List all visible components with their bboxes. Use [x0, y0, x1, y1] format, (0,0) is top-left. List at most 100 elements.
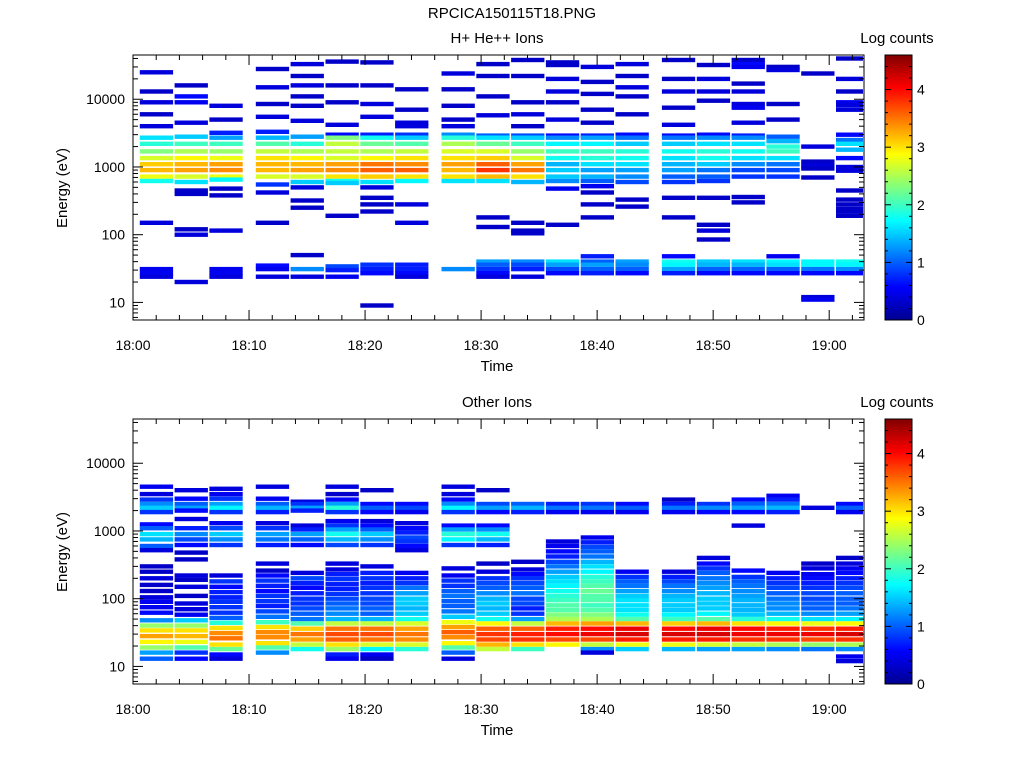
heatmap-cell — [395, 271, 429, 276]
heatmap-cell — [836, 132, 863, 137]
heatmap-cell — [174, 508, 208, 513]
heatmap-cell — [476, 580, 510, 586]
heatmap-cell — [290, 94, 324, 99]
heatmap-cell — [395, 621, 429, 626]
heatmap-cell — [441, 598, 475, 604]
heatmap-cell — [255, 526, 290, 531]
heatmap-cell — [801, 580, 835, 586]
heatmap-cell — [255, 141, 290, 146]
heatmap-cell — [441, 509, 475, 515]
heatmap-cell — [661, 57, 696, 63]
heatmap-cell — [360, 179, 394, 185]
heatmap-cell — [441, 573, 475, 578]
heatmap-cell — [545, 505, 580, 510]
heatmap-cell — [325, 518, 359, 524]
heatmap-cell — [511, 631, 545, 637]
heatmap-cell — [615, 607, 649, 613]
heatmap-cell — [511, 576, 545, 581]
heatmap-cell — [325, 505, 359, 510]
heatmap-cell — [174, 100, 208, 105]
heatmap-cell — [441, 537, 475, 542]
heatmap-cell — [441, 162, 475, 167]
heatmap-cell — [441, 505, 475, 510]
heatmap-cell — [731, 262, 765, 267]
heatmap-cell — [836, 271, 863, 276]
heatmap-cell — [696, 167, 731, 173]
heatmap-cell — [139, 623, 174, 628]
heatmap-cell — [174, 656, 208, 661]
heatmap-cell — [174, 618, 208, 623]
heatmap-cell — [441, 527, 475, 532]
heatmap-cell — [290, 501, 324, 507]
heatmap-cell — [441, 624, 475, 630]
heatmap-cell — [615, 505, 649, 510]
heatmap-cell — [766, 501, 800, 507]
heatmap-cell — [174, 501, 208, 507]
heatmap-cell — [209, 531, 243, 537]
heatmap-cell — [360, 518, 394, 524]
heatmap-cell — [174, 516, 208, 522]
heatmap-cell — [139, 543, 174, 549]
heatmap-cell — [325, 149, 359, 154]
heatmap-cell — [255, 578, 290, 583]
heatmap-cell — [580, 559, 614, 564]
heatmap-cell — [836, 147, 863, 152]
heatmap-cell — [511, 73, 545, 79]
heatmap-cell — [325, 621, 359, 626]
heatmap-cell — [395, 262, 429, 267]
heatmap-cell — [360, 642, 394, 647]
heatmap-cell — [441, 266, 475, 272]
heatmap-cell — [801, 175, 835, 180]
heatmap-cell — [545, 549, 580, 554]
heatmap-cell — [801, 262, 835, 267]
heatmap-cell — [836, 601, 863, 606]
heatmap-cell — [395, 548, 429, 553]
heatmap-cell — [696, 561, 731, 566]
y-tick-label: 1000 — [94, 523, 125, 539]
heatmap-cell — [580, 588, 614, 594]
heatmap-cell — [696, 631, 731, 637]
heatmap-cell — [290, 601, 324, 606]
heatmap-cell — [661, 141, 696, 146]
heatmap-cell — [139, 610, 174, 615]
heatmap-cell — [580, 554, 614, 559]
heatmap-cell — [766, 611, 800, 616]
heatmap-cell — [290, 162, 324, 167]
heatmap-cell — [766, 67, 800, 73]
heatmap-cell — [139, 497, 174, 502]
heatmap-cell — [209, 542, 243, 548]
heatmap-cell — [139, 564, 174, 569]
heatmap-cell — [661, 631, 696, 637]
heatmap-cell — [661, 501, 696, 507]
heatmap-cell — [441, 167, 475, 173]
x-tick-label: 18:50 — [696, 337, 731, 353]
heatmap-cell — [360, 531, 394, 537]
heatmap-cell — [395, 220, 429, 225]
heatmap-cell — [801, 631, 835, 637]
heatmap-cell — [545, 621, 580, 626]
heatmap-cell — [209, 625, 243, 631]
heatmap-cell — [476, 509, 510, 515]
heatmap-cell — [696, 228, 731, 233]
heatmap-cell — [395, 141, 429, 146]
heatmap-cell — [395, 585, 429, 590]
heatmap-cell — [476, 542, 510, 548]
heatmap-cell — [139, 645, 174, 650]
heatmap-cell — [580, 215, 614, 220]
heatmap-cell — [545, 141, 580, 146]
heatmap-cell — [255, 174, 290, 179]
heatmap-cell — [766, 493, 800, 498]
colorbar-tick-label: 3 — [917, 139, 925, 155]
heatmap-cell — [661, 122, 696, 127]
heatmap-cell — [615, 259, 649, 264]
heatmap-cell — [580, 178, 614, 184]
heatmap-cell — [836, 213, 863, 218]
heatmap-cell — [476, 611, 510, 616]
heatmap-cell — [511, 174, 545, 179]
colorbar: 0 1 2 3 4 — [884, 54, 925, 328]
heatmap-cell — [209, 155, 243, 161]
heatmap-cell — [580, 509, 614, 515]
heatmap-cell — [395, 601, 429, 606]
heatmap-cell — [325, 155, 359, 161]
